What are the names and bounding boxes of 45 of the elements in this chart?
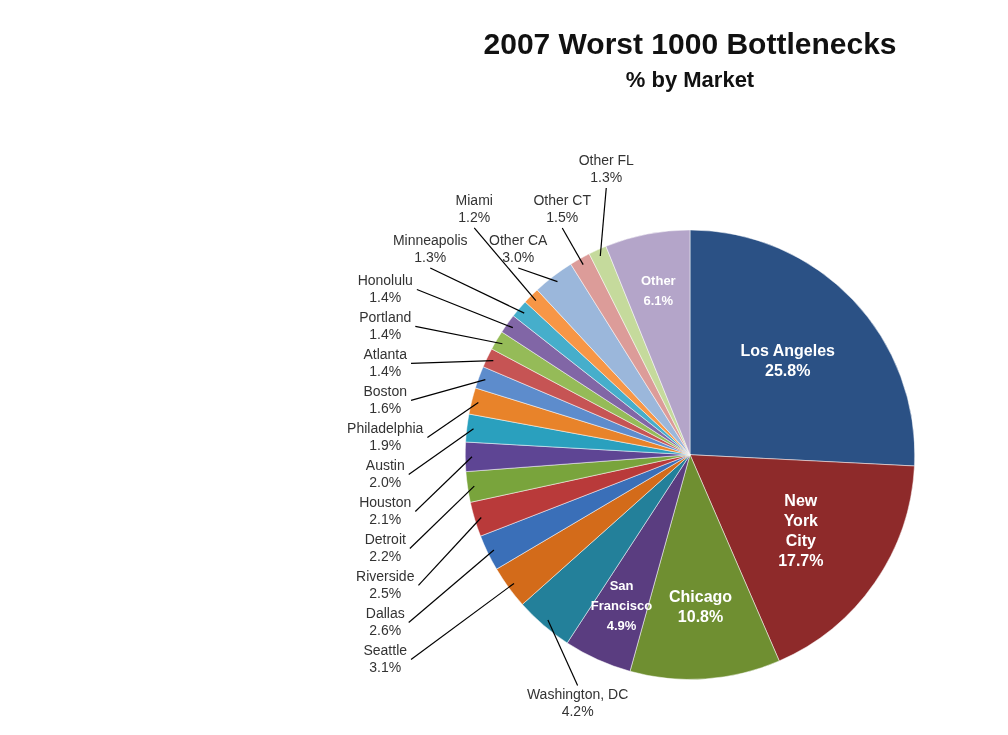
slice-label: Detroit: [364, 530, 406, 547]
data-label: 1.3%: [414, 249, 447, 266]
data-label: 1.5%: [546, 209, 579, 226]
slice-label: Philadelphia: [347, 419, 424, 436]
slice-label: Atlanta: [363, 345, 408, 362]
data-label: 1.4%: [369, 288, 402, 305]
data-label: 1.4%: [369, 362, 402, 379]
slice-label: Other: [640, 273, 676, 289]
data-label: 25.8%: [765, 362, 811, 380]
slice-label: Houston: [359, 493, 412, 510]
data-label: 1.9%: [369, 436, 402, 453]
slice-label: Miami: [455, 192, 493, 209]
slice-label: Riverside: [356, 567, 415, 584]
data-label: 6.1%: [643, 293, 674, 309]
data-label: 4.2%: [561, 702, 594, 719]
data-label: 3.0%: [502, 249, 535, 266]
slice-label: New York City: [783, 491, 819, 549]
data-label: 1.4%: [369, 325, 402, 342]
slice-label: Other CT: [533, 192, 592, 209]
data-label: 1.6%: [369, 399, 402, 416]
slice-label: Portland: [359, 308, 412, 325]
data-label: 2.1%: [369, 510, 402, 527]
data-label: 2.0%: [369, 473, 402, 490]
slice-label: Washington, DC: [526, 685, 629, 702]
data-label: 17.7%: [778, 551, 824, 569]
slice-label: Boston: [363, 382, 408, 399]
slice-label: Dallas: [365, 604, 405, 621]
slice-label: Honolulu: [357, 271, 413, 288]
data-label: 2.2%: [369, 547, 402, 564]
slice-label: Los Angeles: [740, 342, 836, 360]
slice-label: Seattle: [363, 641, 408, 658]
data-label: 3.1%: [369, 658, 402, 675]
slice-label: Other CA: [489, 232, 549, 249]
chart-subtitle: % by Market: [625, 67, 755, 93]
slice-label: Other FL: [578, 152, 635, 169]
slice-label: Chicago: [668, 587, 733, 605]
data-label: 10.8%: [677, 607, 724, 625]
slice-label: Austin: [365, 456, 405, 473]
data-label: 4.9%: [606, 617, 637, 633]
data-label: 2.5%: [369, 584, 402, 601]
data-label: 1.2%: [458, 209, 491, 226]
data-label: 1.3%: [590, 169, 623, 186]
chart-title: 2007 Worst 1000 Bottlenecks: [483, 27, 897, 61]
data-label: 2.6%: [369, 621, 402, 638]
slice-label: Minneapolis: [392, 232, 468, 249]
